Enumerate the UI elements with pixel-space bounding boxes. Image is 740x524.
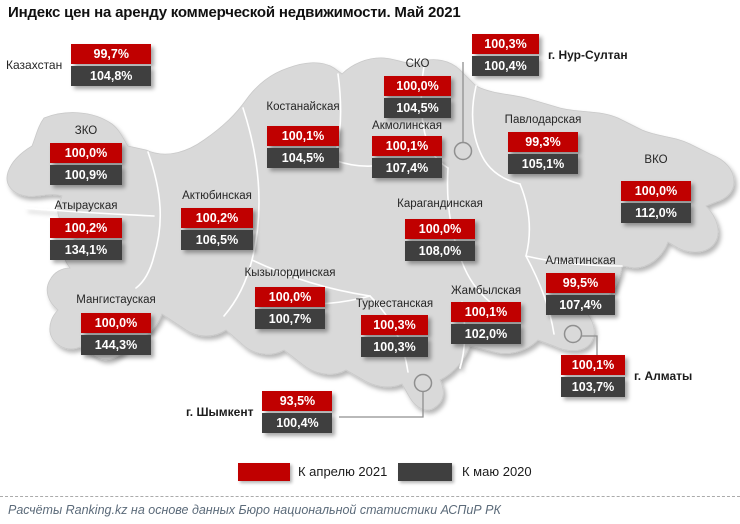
value-may-badge: 104,8% — [71, 66, 152, 86]
value-may-badge: 100,3% — [361, 337, 428, 357]
value-may-badge: 100,7% — [255, 309, 325, 329]
value-april-badge: 99,3% — [508, 132, 578, 152]
value-may-badge: 106,5% — [181, 230, 253, 250]
region-label: Мангистауская — [76, 294, 156, 306]
city-markers — [413, 141, 583, 393]
value-may-badge: 103,7% — [561, 377, 625, 397]
region-kazakhstan: Казахстан 99,7% 104,8% — [6, 44, 152, 86]
value-april-badge: 100,1% — [451, 302, 521, 322]
region-label: Кызылординская — [244, 267, 336, 279]
value-april-badge: 100,0% — [255, 287, 325, 307]
value-april-badge: 100,0% — [621, 181, 691, 201]
value-april-badge: 100,2% — [50, 218, 122, 238]
region-label: ЗКО — [74, 125, 98, 137]
marker-shymkent — [413, 373, 433, 393]
region-atyrauskaya: Атырауская 100,2% 134,1% — [50, 199, 122, 260]
region-nur-sultan: 100,3% 100,4% г. Нур-Султан — [472, 34, 628, 76]
region-vko: ВКО 100,0% 112,0% — [621, 153, 691, 223]
region-label: Акмолинская — [372, 120, 442, 132]
connector-almaty — [581, 335, 598, 356]
value-april-badge: 100,3% — [472, 34, 539, 54]
value-april-badge: 100,0% — [384, 76, 451, 96]
value-april-badge: 93,5% — [262, 391, 333, 411]
value-may-badge: 100,4% — [472, 56, 539, 76]
region-shymkent: г. Шымкент 93,5% 100,4% — [186, 391, 333, 433]
legend-may-label: К маю 2020 — [462, 464, 532, 479]
city-label: г. Шымкент — [186, 405, 254, 419]
region-label: Казахстан — [6, 58, 63, 72]
region-aktyubinskaya: Актюбинская 100,2% 106,5% — [181, 189, 253, 250]
region-label: Актюбинская — [182, 190, 252, 202]
region-turkestanskaya: Туркестанская 100,3% 100,3% — [356, 297, 433, 357]
value-april-badge: 100,0% — [50, 143, 122, 163]
value-may-badge: 107,4% — [372, 158, 442, 178]
region-zhambylskaya: Жамбылская 100,1% 102,0% — [451, 284, 521, 344]
value-may-badge: 105,1% — [508, 154, 578, 174]
legend-april-swatch — [238, 463, 290, 481]
value-may-badge: 102,0% — [451, 324, 521, 344]
region-mangistauskaya: Мангистауская 100,0% 144,3% — [76, 293, 156, 355]
value-april-badge: 100,1% — [267, 126, 339, 146]
legend-may-swatch — [398, 463, 452, 481]
region-label: Алматинская — [545, 255, 616, 267]
region-zko: ЗКО 100,0% 100,9% — [50, 124, 122, 185]
value-may-badge: 104,5% — [384, 98, 451, 118]
region-label: Павлодарская — [504, 114, 582, 126]
value-may-badge: 112,0% — [621, 203, 691, 223]
region-label: СКО — [405, 58, 430, 70]
region-almaty: 100,1% 103,7% г. Алматы — [561, 355, 692, 397]
marker-almaty — [563, 324, 583, 344]
region-kostanayskaya: Костанайская 100,1% 104,5% — [266, 100, 340, 168]
value-april-badge: 100,0% — [81, 313, 151, 333]
connector-lines — [339, 62, 598, 418]
region-label: Костанайская — [266, 101, 340, 113]
footer-divider: Расчёты Ranking.kz на основе данных Бюро… — [0, 496, 740, 517]
region-label: Туркестанская — [355, 298, 434, 310]
value-april-badge: 100,1% — [561, 355, 625, 375]
region-label: ВКО — [644, 154, 668, 166]
region-akmolinskaya: Акмолинская 100,1% 107,4% — [372, 119, 442, 178]
value-april-badge: 100,3% — [361, 315, 428, 335]
legend: К апрелю 2021 К маю 2020 — [0, 461, 740, 483]
region-sko: СКО 100,0% 104,5% — [384, 57, 451, 118]
city-label: г. Алматы — [634, 369, 693, 383]
value-may-badge: 144,3% — [81, 335, 151, 355]
value-may-badge: 107,4% — [546, 295, 615, 315]
region-karagandinskaya: Карагандинская 100,0% 108,0% — [397, 197, 483, 261]
page-title: Индекс цен на аренду коммерческой недвиж… — [8, 4, 461, 21]
value-may-badge: 104,5% — [267, 148, 339, 168]
city-label: г. Нур-Султан — [548, 48, 628, 62]
value-april-badge: 99,5% — [546, 273, 615, 293]
marker-nur-sultan — [453, 141, 473, 161]
value-may-badge: 100,4% — [262, 413, 333, 433]
connector-shymkent — [339, 391, 424, 418]
region-label: Жамбылская — [450, 285, 522, 297]
value-may-badge: 100,9% — [50, 165, 122, 185]
source-note: Расчёты Ranking.kz на основе данных Бюро… — [8, 503, 501, 517]
region-label: Карагандинская — [397, 198, 483, 210]
value-april-badge: 100,0% — [405, 219, 475, 239]
value-may-badge: 108,0% — [405, 241, 475, 261]
value-april-badge: 99,7% — [71, 44, 152, 64]
value-april-badge: 100,1% — [372, 136, 442, 156]
region-kyzylordinskaya: Кызылординская 100,0% 100,7% — [245, 266, 336, 329]
value-may-badge: 134,1% — [50, 240, 122, 260]
legend-april-label: К апрелю 2021 — [298, 464, 388, 479]
region-label: Атырауская — [54, 200, 118, 212]
region-almatinskaya: Алматинская 99,5% 107,4% — [545, 254, 616, 315]
region-pavlodarskaya: Павлодарская 99,3% 105,1% — [505, 113, 581, 174]
value-april-badge: 100,2% — [181, 208, 253, 228]
